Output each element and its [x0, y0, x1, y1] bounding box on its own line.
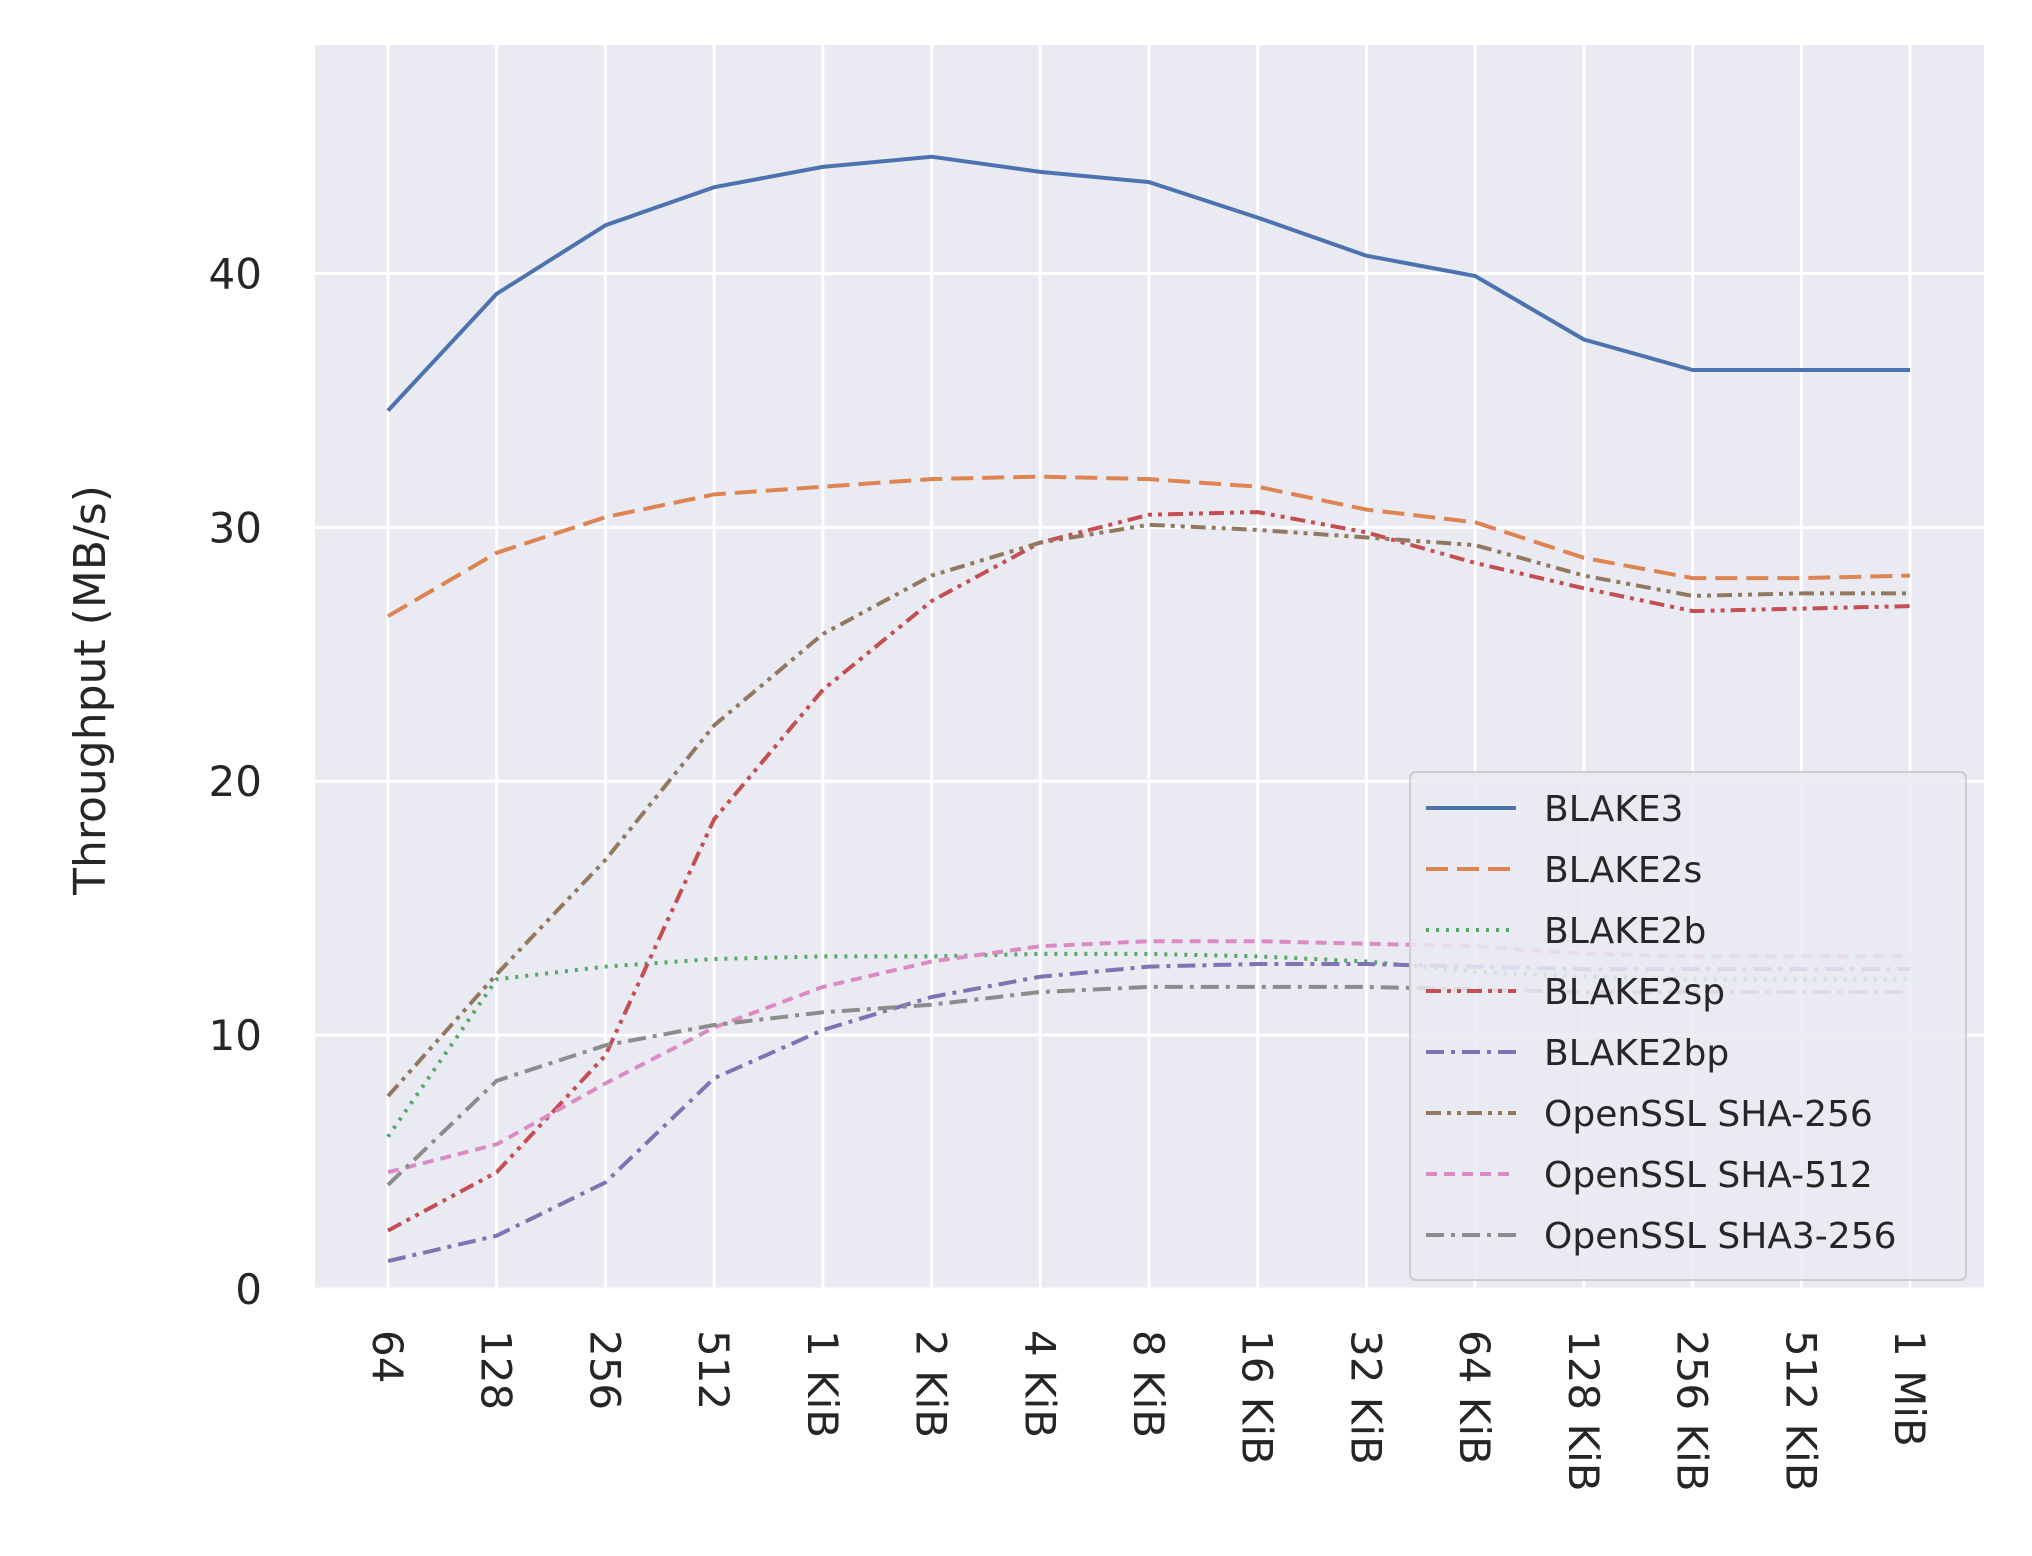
series-line-blake2sp: [387, 510, 1911, 1233]
x-tick-label: 64 KiB: [1450, 1330, 1499, 1465]
y-tick-label: 40: [209, 249, 262, 298]
legend-label: BLAKE2sp: [1544, 972, 1725, 1013]
legend-label: BLAKE3: [1544, 789, 1683, 830]
x-tick-label: 512 KiB: [1776, 1330, 1825, 1492]
x-tick-label: 1 KiB: [798, 1330, 847, 1438]
x-tick-label: 128: [472, 1330, 521, 1410]
x-tick-label: 8 KiB: [1124, 1330, 1173, 1438]
legend-box: [1409, 771, 1967, 1281]
series-line-blake3: [386, 154, 1910, 412]
x-tick-labels: 64 128 256 512 1 KiB 2 KiB 4 KiB 8 KiB 16 KiB 32 …: [363, 1330, 1934, 1492]
y-tick-label: 30: [209, 503, 262, 552]
series-line-openssl-sha3-256: [386, 984, 1910, 1187]
legend-label: OpenSSL SHA3-256: [1544, 1216, 1897, 1257]
x-tick-label: 256 KiB: [1668, 1330, 1717, 1492]
legend-label: BLAKE2bp: [1544, 1033, 1729, 1074]
x-tick-label: 32 KiB: [1341, 1330, 1390, 1465]
x-tick-label: 128 KiB: [1559, 1330, 1608, 1492]
x-tick-label: 256: [580, 1330, 629, 1410]
legend-label: OpenSSL SHA-512: [1544, 1155, 1873, 1196]
y-tick-label: 0: [235, 1265, 262, 1314]
series-line-openssl-sha-256: [386, 522, 1910, 1098]
series-line-openssl-sha-512: [387, 939, 1910, 1175]
series-line-blake2s: [386, 474, 1911, 618]
legend: BLAKE3 BLAKE2s BLAKE2b BLAKE2sp BLAKE2bp Open…: [1409, 771, 1967, 1281]
x-tick-label: 2 KiB: [907, 1330, 956, 1438]
legend-label: OpenSSL SHA-256: [1544, 1094, 1873, 1135]
y-tick-label: 20: [209, 757, 262, 806]
x-tick-label: 1 MiB: [1885, 1330, 1934, 1447]
y-tick-labels: 0 10 20 30 40: [209, 249, 262, 1314]
y-axis-label: Throughput (MB/s): [65, 485, 116, 896]
x-tick-label: 64: [363, 1330, 412, 1383]
x-tick-label: 4 KiB: [1015, 1330, 1064, 1438]
y-tick-label: 10: [209, 1011, 262, 1060]
x-tick-label: 16 KiB: [1233, 1330, 1282, 1465]
legend-label: BLAKE2s: [1544, 850, 1702, 891]
legend-label: BLAKE2b: [1544, 911, 1706, 952]
x-tick-label: 512: [689, 1330, 738, 1410]
